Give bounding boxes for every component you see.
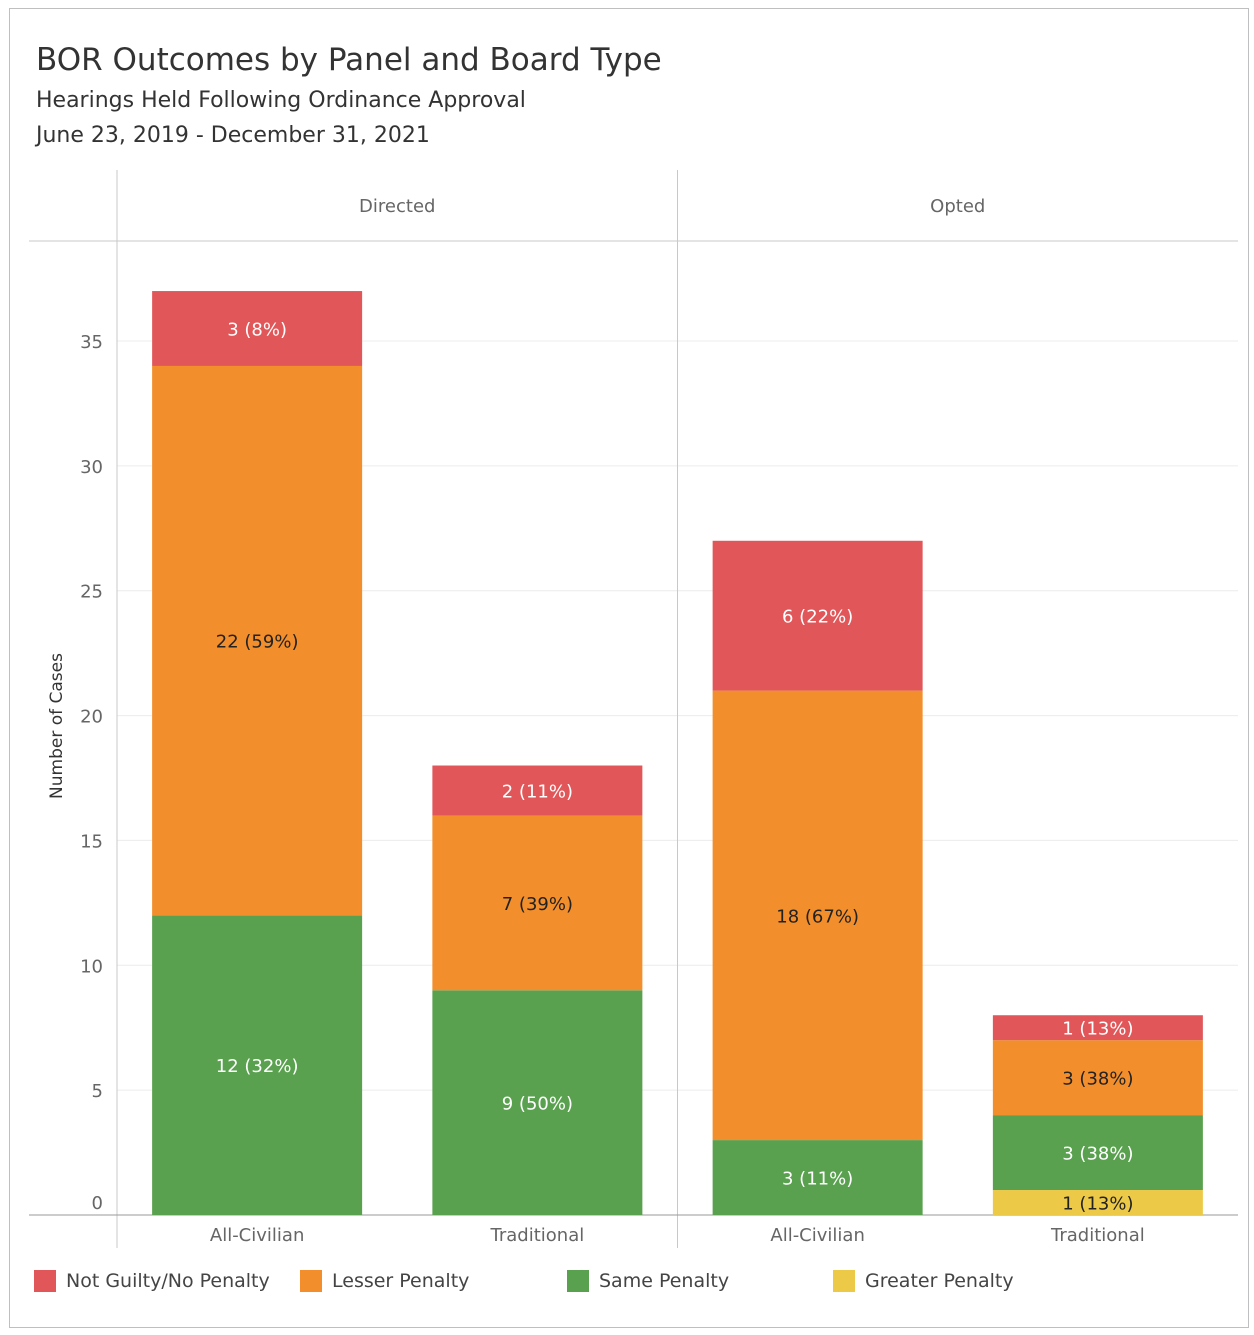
panel-label: Directed	[359, 196, 435, 217]
legend-item-not-guilty[interactable]: Not Guilty/No Penalty	[34, 1270, 270, 1292]
bar-data-label: 9 (50%)	[502, 1094, 573, 1115]
x-tick-label: Traditional	[1050, 1225, 1145, 1246]
bar-data-label: 22 (59%)	[216, 632, 299, 653]
y-tick-label: 0	[92, 1193, 103, 1214]
y-tick-label: 15	[80, 831, 103, 852]
bar-data-label: 6 (22%)	[782, 607, 853, 628]
y-tick-label: 20	[80, 707, 103, 728]
legend-swatch-lesser	[300, 1270, 322, 1292]
y-tick-label: 25	[80, 582, 103, 603]
bar-data-label: 1 (13%)	[1062, 1019, 1133, 1040]
y-tick-label: 35	[80, 332, 103, 353]
legend-item-lesser[interactable]: Lesser Penalty	[300, 1270, 469, 1292]
x-tick-label: All-Civilian	[210, 1225, 304, 1246]
bar-data-label: 3 (38%)	[1062, 1069, 1133, 1090]
bar-data-label: 3 (8%)	[227, 320, 287, 341]
legend-item-same[interactable]: Same Penalty	[567, 1270, 729, 1292]
y-tick-label: 30	[80, 457, 103, 478]
bar-data-label: 1 (13%)	[1062, 1194, 1133, 1215]
x-tick-label: All-Civilian	[770, 1225, 864, 1246]
legend-swatch-not-guilty	[34, 1270, 56, 1292]
stacked-bar-chart: Directed Opted 0 5 10 15 20 25 30 35 Number of Cas…	[0, 0, 1254, 1260]
legend: Not Guilty/No Penalty Lesser Penalty Sam…	[34, 1270, 1234, 1298]
legend-label-greater: Greater Penalty	[865, 1270, 1014, 1292]
y-tick-label: 5	[92, 1081, 103, 1102]
bar-data-label: 7 (39%)	[502, 894, 573, 915]
bar-data-label: 12 (32%)	[216, 1056, 299, 1077]
legend-label-not-guilty: Not Guilty/No Penalty	[66, 1270, 270, 1292]
legend-label-same: Same Penalty	[599, 1270, 729, 1292]
legend-swatch-greater	[833, 1270, 855, 1292]
y-tick-label: 10	[80, 956, 103, 977]
legend-label-lesser: Lesser Penalty	[332, 1270, 469, 1292]
panel-label: Opted	[930, 196, 985, 217]
bar-data-label: 3 (38%)	[1062, 1144, 1133, 1165]
x-tick-label: Traditional	[490, 1225, 585, 1246]
legend-item-greater[interactable]: Greater Penalty	[833, 1270, 1014, 1292]
y-axis-title: Number of Cases	[47, 653, 67, 799]
bar-data-label: 18 (67%)	[776, 906, 859, 927]
legend-swatch-same	[567, 1270, 589, 1292]
bar-data-label: 2 (11%)	[502, 781, 573, 802]
bar-data-label: 3 (11%)	[782, 1169, 853, 1190]
